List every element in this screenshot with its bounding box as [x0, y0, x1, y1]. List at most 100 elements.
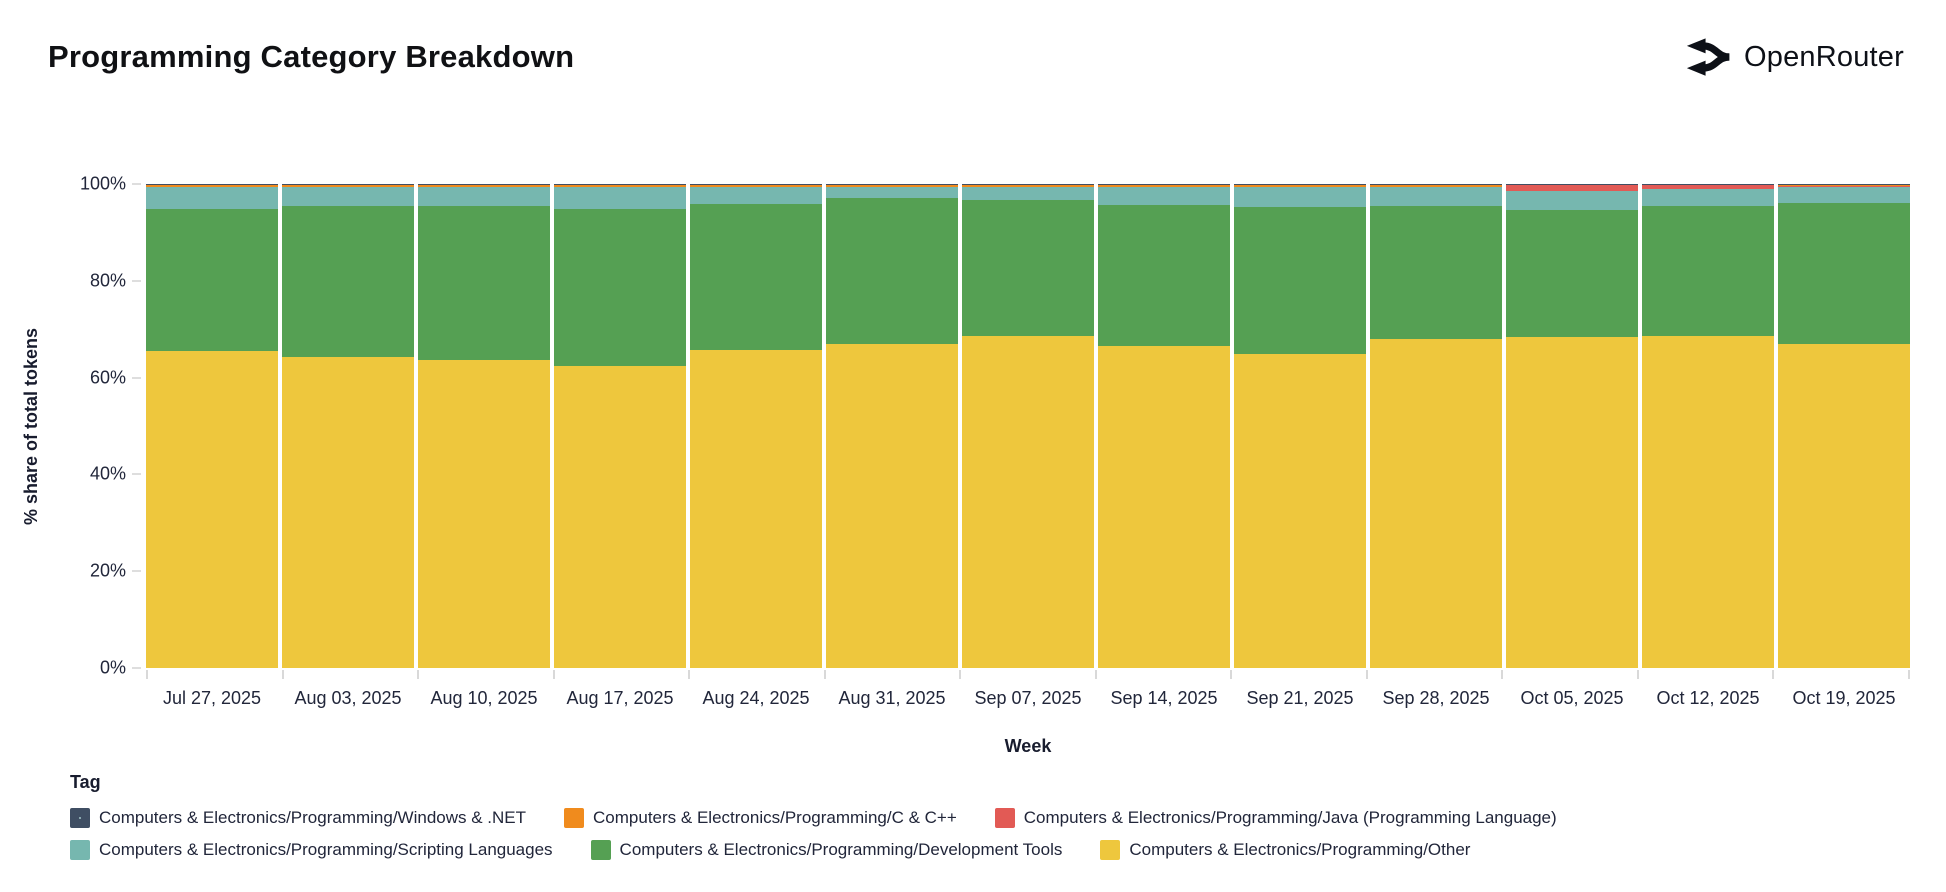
- bar-segment[interactable]: [962, 187, 1094, 200]
- bar-segment[interactable]: [282, 187, 414, 206]
- bar-segment[interactable]: [1098, 204, 1230, 346]
- x-tick-mark: [281, 670, 284, 679]
- bar-segment[interactable]: [418, 184, 550, 187]
- bar-segment[interactable]: [554, 184, 686, 187]
- brand-name: OpenRouter: [1744, 40, 1904, 73]
- legend-item[interactable]: Computers & Electronics/Programming/Scri…: [70, 840, 553, 860]
- bar-segment[interactable]: [1642, 185, 1774, 190]
- x-tick-mark: [823, 670, 826, 679]
- bar-segment[interactable]: [554, 187, 686, 209]
- bar-segment[interactable]: [146, 187, 278, 209]
- bar-segment[interactable]: [554, 208, 686, 366]
- bar-segment[interactable]: [1506, 210, 1638, 337]
- y-tick-mark: [132, 183, 141, 185]
- bar-column[interactable]: [418, 184, 550, 668]
- bar-segment[interactable]: [1370, 339, 1502, 668]
- bar-segment[interactable]: [1642, 205, 1774, 336]
- bar-segment[interactable]: [826, 197, 958, 345]
- legend-label: Computers & Electronics/Programming/C & …: [593, 808, 957, 827]
- bar-column[interactable]: [1642, 184, 1774, 668]
- bar-column[interactable]: [1778, 184, 1910, 668]
- bar-column[interactable]: [962, 184, 1094, 668]
- bar-column[interactable]: [146, 184, 278, 668]
- legend-label: Computers & Electronics/Programming/Java…: [1023, 808, 1557, 827]
- bar-segment[interactable]: [1098, 345, 1230, 668]
- header: Programming Category Breakdown OpenRoute…: [48, 34, 1904, 80]
- bar-column[interactable]: [1370, 184, 1502, 668]
- bar-column[interactable]: [1234, 184, 1366, 668]
- x-tick-mark: [1907, 670, 1910, 679]
- legend-item[interactable]: Computers & Electronics/Programming/Wind…: [70, 808, 526, 828]
- bar-segment[interactable]: [1234, 184, 1366, 187]
- bar-segment[interactable]: [282, 184, 414, 187]
- bar-segment[interactable]: [826, 187, 958, 198]
- x-tick-label: Oct 12, 2025: [1656, 688, 1760, 708]
- bar-segment[interactable]: [690, 203, 822, 351]
- bar-segment[interactable]: [690, 350, 822, 668]
- legend-item[interactable]: Computers & Electronics/Programming/Deve…: [590, 840, 1062, 860]
- bar-segment[interactable]: [690, 184, 822, 187]
- bar-segment[interactable]: [826, 184, 958, 187]
- bar-segment[interactable]: [1778, 186, 1910, 203]
- bar-column[interactable]: [282, 184, 414, 668]
- x-axis-ticks: [146, 670, 1910, 679]
- x-tick-label: Aug 03, 2025: [294, 688, 402, 708]
- x-tick-mark: [688, 670, 691, 679]
- x-tick-label: Aug 17, 2025: [566, 688, 674, 708]
- bar-segment[interactable]: [826, 344, 958, 668]
- bar-segment[interactable]: [418, 359, 550, 668]
- bar-segment[interactable]: [1778, 202, 1910, 344]
- x-tick-label: Oct 05, 2025: [1520, 688, 1624, 708]
- bar-column[interactable]: [554, 184, 686, 668]
- bar-segment[interactable]: [282, 356, 414, 668]
- bar-segment[interactable]: [1098, 184, 1230, 187]
- bar-segment[interactable]: [1778, 184, 1910, 187]
- bar-segment[interactable]: [146, 208, 278, 351]
- bar-column[interactable]: [826, 184, 958, 668]
- y-tick-label: 40%: [89, 463, 126, 484]
- x-tick-label: Jul 27, 2025: [162, 688, 262, 708]
- bar-column[interactable]: [690, 184, 822, 668]
- y-tick-mark: [132, 376, 141, 379]
- legend-swatch-icon: [70, 808, 90, 828]
- bar-segment[interactable]: [1506, 336, 1638, 668]
- bar-segment[interactable]: [962, 184, 1094, 187]
- y-tick-label: 20%: [89, 560, 126, 581]
- bar-segment[interactable]: [1642, 189, 1774, 206]
- bar-segment[interactable]: [282, 205, 414, 357]
- y-tick-label: 0%: [99, 657, 126, 678]
- legend-item[interactable]: Computers & Electronics/Programming/Othe…: [1100, 840, 1470, 860]
- bar-segment[interactable]: [418, 187, 550, 207]
- bar-segment[interactable]: [1098, 187, 1230, 205]
- bar-column[interactable]: [1506, 184, 1638, 668]
- bar-segment[interactable]: [1370, 187, 1502, 206]
- bar-segment[interactable]: [962, 199, 1094, 336]
- bar-segment[interactable]: [1234, 207, 1366, 354]
- x-tick-mark: [959, 670, 962, 679]
- bar-segment[interactable]: [1778, 343, 1910, 668]
- bar-segment[interactable]: [418, 206, 550, 360]
- bar-segment[interactable]: [554, 365, 686, 668]
- bar-segment[interactable]: [1370, 184, 1502, 187]
- bar-segment[interactable]: [1642, 335, 1774, 668]
- legend-item[interactable]: Computers & Electronics/Programming/Java…: [994, 808, 1557, 828]
- bar-segment[interactable]: [1370, 205, 1502, 340]
- legend-item[interactable]: Computers & Electronics/Programming/C & …: [564, 808, 957, 828]
- bar-segment[interactable]: [690, 187, 822, 204]
- x-tick-mark: [552, 670, 555, 679]
- x-axis-title: Week: [1004, 736, 1052, 756]
- openrouter-logo-icon: [1686, 38, 1730, 76]
- y-tick-label: 100%: [79, 173, 126, 194]
- bar-segment[interactable]: [962, 335, 1094, 668]
- bar-segment[interactable]: [1234, 353, 1366, 668]
- bar-segment[interactable]: [1506, 190, 1638, 211]
- legend-label: Computers & Electronics/Programming/Scri…: [99, 840, 553, 859]
- bar-column[interactable]: [1098, 184, 1230, 668]
- x-tick-mark: [1501, 670, 1504, 679]
- bar-segment[interactable]: [1234, 187, 1366, 208]
- bar-segment[interactable]: [1506, 185, 1638, 191]
- brand: OpenRouter: [1684, 34, 1904, 80]
- bar-segment[interactable]: [146, 350, 278, 668]
- bar-segment[interactable]: [146, 184, 278, 187]
